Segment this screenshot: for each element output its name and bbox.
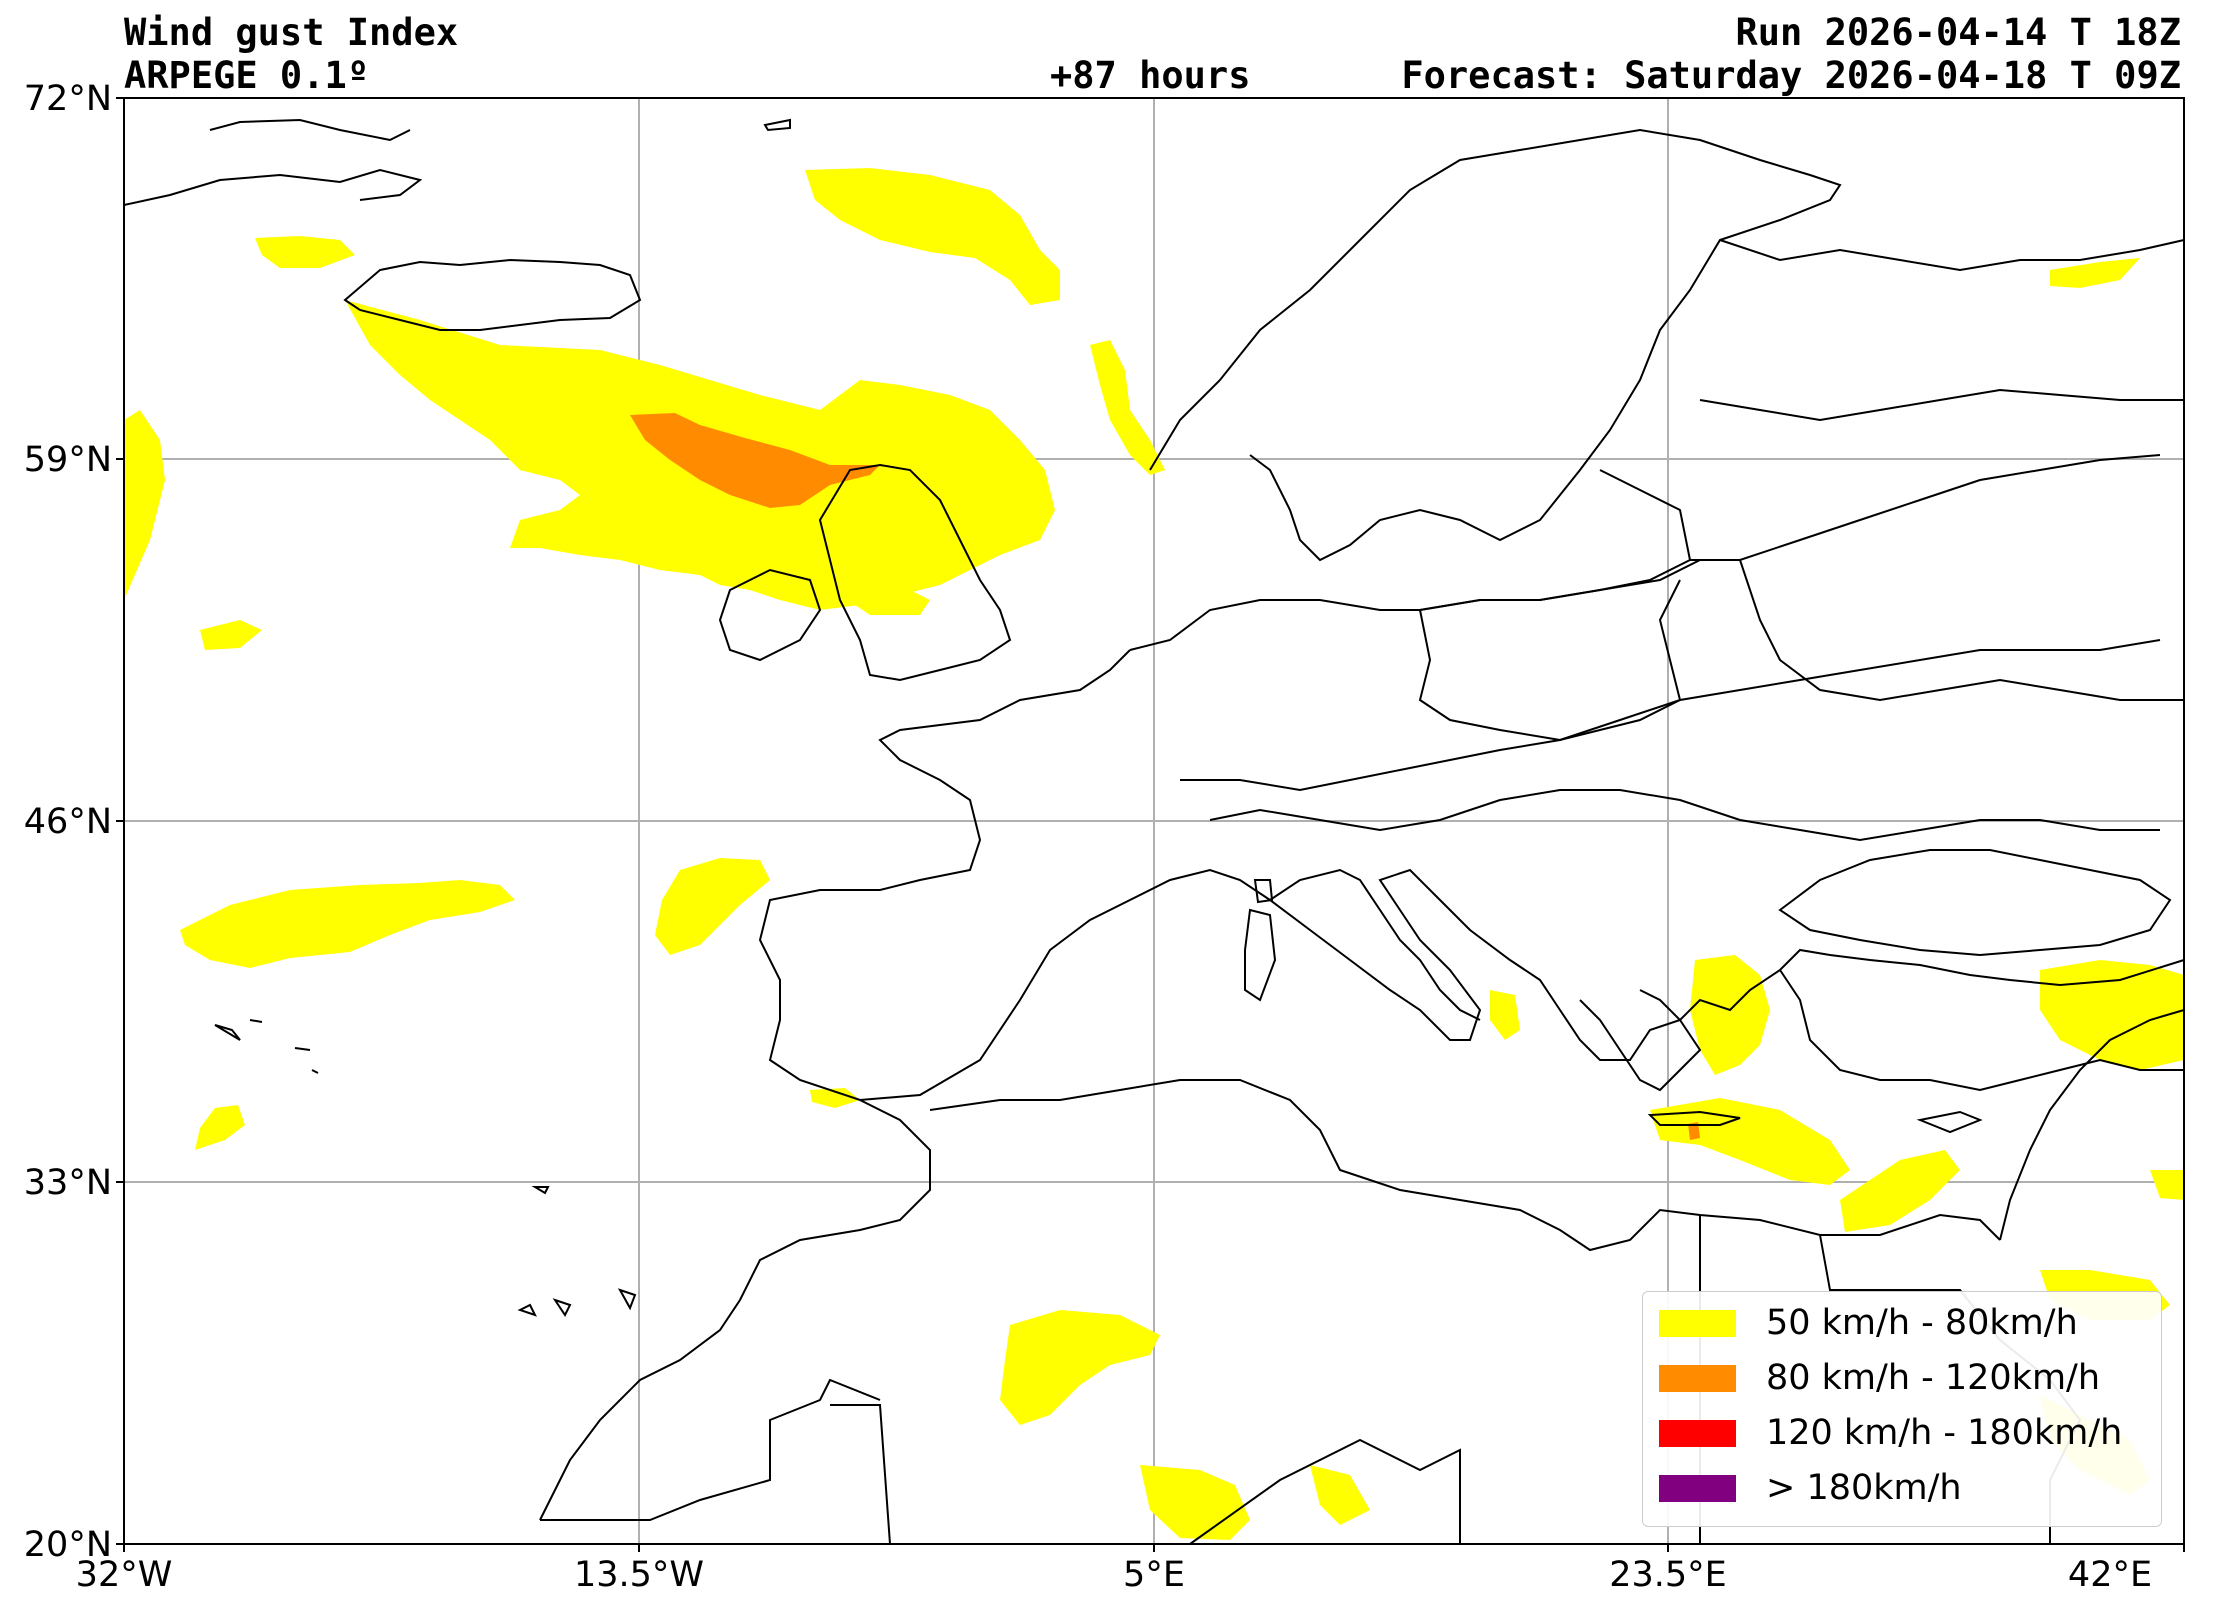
legend: 50 km/h - 80km/h 80 km/h - 120km/h 120 k… — [1642, 1291, 2162, 1527]
border-central-europe — [1129, 559, 1740, 651]
coast-spitsbergen-bits — [763, 118, 791, 132]
border-ukraine — [1739, 559, 2184, 702]
lon-label-5e: 5°E — [1123, 1555, 1185, 1595]
gust-area-orange-crete — [1688, 1122, 1700, 1140]
gust-area-libya-south — [1140, 1465, 1250, 1540]
gust-area-levant — [2150, 1170, 2184, 1200]
coast-levant-red-sea — [1999, 1009, 2185, 1241]
legend-swatch — [1659, 1419, 1736, 1447]
map-title: Wind gust Index — [124, 11, 459, 54]
gust-area-ireland-sea — [850, 585, 930, 615]
coast-sardinia — [1244, 908, 1277, 1002]
coast-iceland — [343, 258, 642, 331]
coast-italy — [1269, 868, 1481, 1021]
gust-area-crete-sea — [1650, 1098, 1850, 1185]
lat-label-59n: 59°N — [23, 440, 112, 480]
legend-swatch — [1659, 1474, 1736, 1502]
gust-area-iceland-sea — [805, 168, 1060, 305]
gust-area-norway-coast — [1090, 340, 1165, 475]
lat-label-72n: 72°N — [23, 79, 112, 119]
coast-turkey — [1779, 969, 2184, 1092]
coast-azores — [214, 1019, 319, 1074]
axis-ticks — [116, 97, 2185, 1552]
border-sahara-2 — [830, 1404, 891, 1545]
border-sahara-1 — [540, 1378, 881, 1521]
lead-time-label: +87 hours — [1050, 54, 1251, 97]
border-russia — [1699, 388, 2184, 422]
gust-area-libya-south-2 — [1310, 1465, 1370, 1525]
graticule — [124, 98, 2184, 1544]
gust-area-aegean — [1690, 955, 1770, 1075]
gust-area-west-atlantic-edge — [124, 410, 165, 600]
gust-area-biscay — [655, 858, 770, 955]
gust-areas-80-120 — [630, 413, 1700, 1140]
gust-area-sicily — [1490, 990, 1520, 1040]
gust-area-east-med — [1840, 1150, 1960, 1232]
lat-label-46n: 46°N — [23, 802, 112, 842]
gust-area-atlantic-small-2 — [195, 1105, 245, 1150]
coast-north-africa — [539, 1099, 931, 1521]
forecast-label: Forecast: Saturday 2026-04-18 T 09Z — [1401, 54, 2181, 97]
coast-finland-russia — [1719, 239, 2185, 272]
border-europe-lower — [1209, 789, 2160, 842]
gust-area-turkey-east — [2040, 960, 2184, 1070]
coast-corsica — [1253, 879, 1274, 904]
border-baltic-states — [1690, 454, 2161, 561]
border-sahara-3 — [1189, 1438, 1461, 1545]
coast-greenland-north — [209, 118, 411, 142]
gust-area-atlantic-azores — [180, 880, 515, 968]
gust-area-atlantic-small-1 — [200, 620, 262, 650]
coast-greece — [1579, 989, 1702, 1092]
legend-swatch — [1659, 1309, 1736, 1337]
legend-label: 50 km/h - 80km/h — [1766, 1303, 2078, 1343]
coast-scandinavia — [1149, 128, 1842, 562]
gust-area-kola — [2050, 258, 2140, 288]
coast-black-sea — [1778, 849, 2172, 957]
run-label: Run 2026-04-14 T 18Z — [1735, 11, 2181, 54]
gust-area-iceland-southwest — [255, 236, 355, 268]
legend-item-over-180: > 180km/h — [1659, 1468, 1962, 1508]
lon-label-23-5e: 23.5°E — [1609, 1555, 1727, 1595]
coastlines — [123, 118, 2185, 1545]
coast-greenland — [123, 168, 423, 206]
legend-item-80-120: 80 km/h - 120km/h — [1659, 1358, 2100, 1398]
gust-area-orange-scotland — [630, 413, 880, 508]
coast-europe-west — [758, 649, 2185, 1102]
lat-label-33n: 33°N — [23, 1163, 112, 1203]
legend-item-50-80: 50 km/h - 80km/h — [1659, 1303, 2078, 1343]
model-label: ARPEGE 0.1º — [124, 54, 370, 97]
border-poland — [1418, 579, 1682, 742]
legend-label: 120 km/h - 180km/h — [1766, 1413, 2123, 1453]
lat-label-20n: 20°N — [23, 1525, 112, 1565]
coast-madeira — [531, 1186, 550, 1195]
legend-label: 80 km/h - 120km/h — [1766, 1358, 2101, 1398]
coast-cyprus — [1916, 1110, 1983, 1134]
lon-label-13-5w: 13.5°W — [573, 1555, 705, 1595]
coast-british-isles — [818, 463, 1012, 682]
border-europe-mid — [1180, 639, 2161, 792]
coast-canary — [517, 1288, 637, 1317]
coast-north-africa-east — [929, 1079, 2001, 1252]
coast-ireland — [718, 568, 822, 662]
lon-label-32w: 32°W — [75, 1555, 173, 1595]
gust-area-gibraltar — [810, 1088, 860, 1108]
gust-area-sahara — [1000, 1310, 1160, 1425]
coast-baltic — [1419, 469, 1692, 611]
lon-label-42e: 42°E — [2067, 1555, 2153, 1595]
coast-crete — [1647, 1110, 1741, 1126]
legend-swatch — [1659, 1364, 1736, 1392]
legend-item-120-180: 120 km/h - 180km/h — [1659, 1413, 2122, 1453]
legend-label: > 180km/h — [1766, 1468, 1962, 1508]
